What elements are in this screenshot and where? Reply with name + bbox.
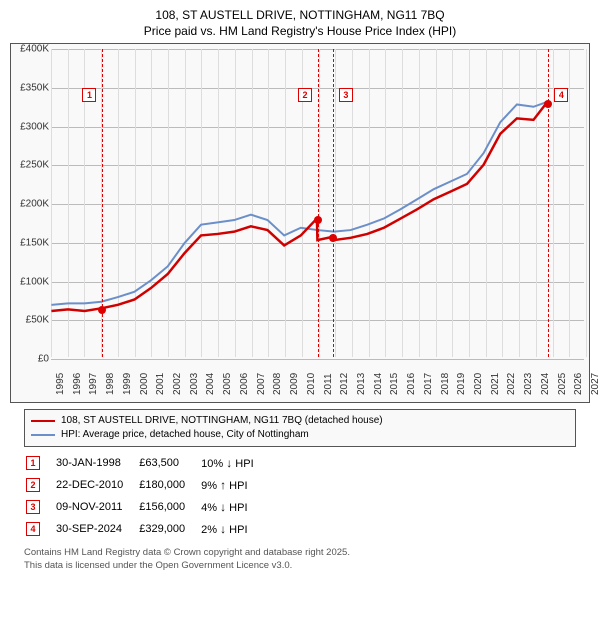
sale-vline (548, 49, 549, 357)
sale-row: 430-SEP-2024£329,0002% ↓ HPI (26, 519, 268, 539)
chart-title: 108, ST AUSTELL DRIVE, NOTTINGHAM, NG11 … (10, 8, 590, 39)
x-axis-label: 2027 (590, 373, 595, 395)
legend-swatch-blue (31, 434, 55, 437)
sale-marker-box: 3 (339, 88, 353, 102)
legend-swatch-red (31, 420, 55, 423)
sale-pct: 9% ↑ HPI (201, 475, 267, 495)
sale-pct: 10% ↓ HPI (201, 453, 267, 473)
title-line-2: Price paid vs. HM Land Registry's House … (10, 24, 590, 40)
sale-date: 30-JAN-1998 (56, 453, 137, 473)
sale-marker-box: 4 (554, 88, 568, 102)
sale-row: 309-NOV-2011£156,0004% ↓ HPI (26, 497, 268, 517)
sale-marker-cell: 1 (26, 453, 54, 473)
legend: 108, ST AUSTELL DRIVE, NOTTINGHAM, NG11 … (24, 409, 576, 447)
sale-pct: 4% ↓ HPI (201, 497, 267, 517)
legend-row-red: 108, ST AUSTELL DRIVE, NOTTINGHAM, NG11 … (31, 414, 569, 428)
sale-date: 30-SEP-2024 (56, 519, 137, 539)
sale-price: £63,500 (139, 453, 199, 473)
sale-dot (98, 306, 106, 314)
sales-table: 130-JAN-1998£63,50010% ↓ HPI222-DEC-2010… (24, 451, 270, 541)
sale-price: £180,000 (139, 475, 199, 495)
sale-row: 222-DEC-2010£180,0009% ↑ HPI (26, 475, 268, 495)
sale-marker-cell: 2 (26, 475, 54, 495)
title-line-1: 108, ST AUSTELL DRIVE, NOTTINGHAM, NG11 … (10, 8, 590, 24)
sale-price: £156,000 (139, 497, 199, 517)
sale-row: 130-JAN-1998£63,50010% ↓ HPI (26, 453, 268, 473)
hpi-line (51, 102, 548, 305)
sale-pct: 2% ↓ HPI (201, 519, 267, 539)
sale-dot (329, 234, 337, 242)
sale-date: 09-NOV-2011 (56, 497, 137, 517)
sale-marker-box: 1 (82, 88, 96, 102)
sale-vline (318, 49, 319, 357)
sale-price: £329,000 (139, 519, 199, 539)
sale-date: 22-DEC-2010 (56, 475, 137, 495)
legend-label-red: 108, ST AUSTELL DRIVE, NOTTINGHAM, NG11 … (61, 414, 383, 428)
footnote: Contains HM Land Registry data © Crown c… (24, 547, 576, 572)
sale-vline (333, 49, 334, 357)
chart-area: £0£50K£100K£150K£200K£250K£300K£350K£400… (10, 43, 590, 403)
footnote-line-2: This data is licensed under the Open Gov… (24, 560, 576, 572)
price-paid-line (51, 104, 546, 311)
legend-label-blue: HPI: Average price, detached house, City… (61, 428, 309, 442)
sale-dot (314, 216, 322, 224)
sale-dot (544, 100, 552, 108)
sale-marker-cell: 3 (26, 497, 54, 517)
legend-row-blue: HPI: Average price, detached house, City… (31, 428, 569, 442)
footnote-line-1: Contains HM Land Registry data © Crown c… (24, 547, 576, 559)
sale-marker-box: 2 (298, 88, 312, 102)
sale-marker-cell: 4 (26, 519, 54, 539)
